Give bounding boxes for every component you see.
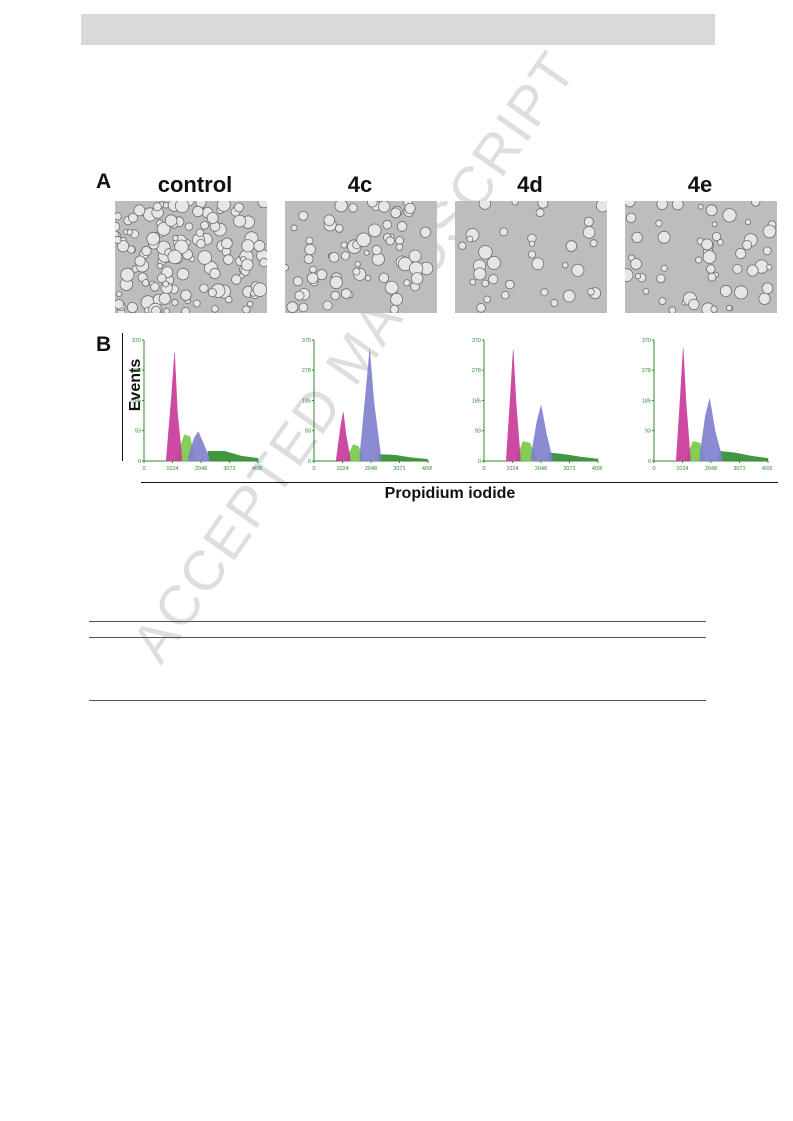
x-tick-label: 2048 — [195, 466, 207, 472]
y-tick-label: 185 — [642, 399, 651, 405]
y-tick-label: 278 — [302, 368, 311, 374]
histogram-series-area — [336, 411, 351, 462]
micrograph-texture — [115, 201, 267, 313]
column-title-4c: 4c — [347, 172, 373, 197]
micrograph-4c — [285, 201, 437, 313]
x-tick-label: 1024 — [506, 466, 518, 472]
y-tick-label: 370 — [642, 338, 651, 344]
table-rule-header — [89, 637, 706, 638]
x-tick-label: 4095 — [252, 466, 262, 472]
x-tick-label: 0 — [142, 466, 145, 472]
histogram-series-area — [359, 349, 382, 462]
micrograph-4d — [455, 201, 607, 313]
y-tick-label: 278 — [642, 368, 651, 374]
histogram-series-area — [207, 450, 259, 462]
y-tick-label: 93 — [475, 429, 481, 435]
y-tick-label: 0 — [648, 459, 651, 465]
y-tick-label: 185 — [132, 399, 141, 405]
x-tick-label: 0 — [482, 466, 485, 472]
x-tick-label: 3071 — [223, 466, 235, 472]
y-tick-label: 185 — [302, 399, 311, 405]
x-tick-label: 2048 — [535, 466, 547, 472]
micrograph-4e — [625, 201, 777, 313]
histogram-series-area — [166, 353, 182, 462]
y-tick-label: 370 — [472, 338, 481, 344]
x-tick-label: 1024 — [166, 466, 178, 472]
x-axis-bracket — [141, 482, 778, 483]
x-tick-label: 1024 — [676, 466, 688, 472]
y-tick-label: 278 — [132, 368, 141, 374]
histogram-control: 0 93 185 278 370 0 1024 2048 3071 4095 — [122, 330, 264, 480]
y-tick-label: 93 — [645, 429, 651, 435]
column-title-4d: 4d — [517, 172, 543, 197]
x-tick-label: 0 — [652, 466, 655, 472]
table-rule-top — [89, 621, 706, 622]
x-tick-label: 4095 — [422, 466, 432, 472]
histogram-series-area — [676, 348, 691, 462]
x-tick-label: 2048 — [705, 466, 717, 472]
panel-b-label: B — [96, 333, 112, 356]
micrograph-texture — [455, 201, 607, 313]
x-tick-label: 3071 — [733, 466, 745, 472]
table-rule-bottom — [89, 700, 706, 701]
x-tick-label: 3071 — [393, 466, 405, 472]
page-header-bar — [81, 14, 715, 45]
histogram-series-area — [188, 431, 210, 462]
y-tick-label: 278 — [472, 368, 481, 374]
histogram-series-area — [549, 452, 599, 462]
x-tick-label: 4095 — [592, 466, 602, 472]
histogram-4d: 0 93 185 278 370 0 1024 2048 3071 4095 — [462, 330, 604, 480]
histogram-series-area — [531, 405, 553, 462]
x-tick-label: 2048 — [365, 466, 377, 472]
x-axis-label: Propidium iodide — [384, 485, 516, 502]
y-tick-label: 0 — [308, 459, 311, 465]
histogram-series-area — [719, 450, 769, 462]
histogram-series-area — [699, 398, 723, 462]
y-tick-label: 185 — [472, 399, 481, 405]
micrograph-control — [115, 201, 267, 313]
y-tick-label: 370 — [302, 338, 311, 344]
y-tick-label: 0 — [478, 459, 481, 465]
x-tick-label: 3071 — [563, 466, 575, 472]
panel-a-label: A — [96, 170, 112, 193]
x-tick-label: 0 — [312, 466, 315, 472]
histogram-4c: 0 93 185 278 370 0 1024 2048 3071 4095 — [292, 330, 434, 480]
column-title-control: control — [157, 172, 233, 197]
y-tick-label: 93 — [135, 429, 141, 435]
histogram-series-area — [377, 454, 429, 462]
micrograph-texture — [285, 201, 437, 313]
y-tick-label: 93 — [305, 429, 311, 435]
y-tick-label: 370 — [132, 338, 141, 344]
histogram-4e: 0 93 185 278 370 0 1024 2048 3071 4095 — [632, 330, 774, 480]
column-title-4e: 4e — [687, 172, 713, 197]
x-tick-label: 4095 — [762, 466, 772, 472]
y-tick-label: 0 — [138, 459, 141, 465]
x-tick-label: 1024 — [336, 466, 348, 472]
micrograph-texture — [625, 201, 777, 313]
y-axis-bracket — [122, 333, 123, 461]
histogram-series-area — [506, 349, 521, 462]
